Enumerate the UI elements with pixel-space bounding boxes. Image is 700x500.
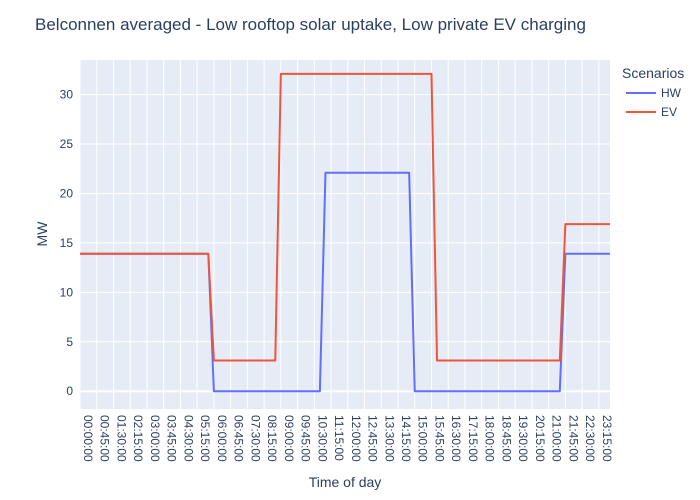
x-tick-label: 02:15:00 xyxy=(131,415,145,462)
x-tick-label: 11:15:00 xyxy=(332,415,346,461)
x-tick-label: 19:30:00 xyxy=(516,415,530,462)
grid xyxy=(79,60,610,409)
x-tick-label: 18:45:00 xyxy=(499,415,513,462)
x-tick-label: 10:30:00 xyxy=(315,415,329,462)
x-tick-label: 21:45:00 xyxy=(566,415,580,462)
x-tick-label: 12:45:00 xyxy=(366,415,380,462)
x-axis-title: Time of day xyxy=(309,474,382,490)
x-tick-label: 23:15:00 xyxy=(600,415,614,462)
x-tick-label: 17:15:00 xyxy=(466,415,480,462)
series-lines xyxy=(80,72,610,393)
legend-label-hw: HW xyxy=(661,86,682,100)
x-tick-label: 09:00:00 xyxy=(282,415,296,462)
x-tick-label: 09:45:00 xyxy=(299,415,313,462)
x-tick-label: 01:30:00 xyxy=(114,415,128,462)
x-tick-label: 03:00:00 xyxy=(148,415,162,462)
y-tick-label: 20 xyxy=(60,186,74,200)
x-tick-label: 00:45:00 xyxy=(98,415,112,462)
y-tick-label: 25 xyxy=(60,137,74,151)
y-axis-title: MW xyxy=(34,221,50,247)
x-tick-label: 14:15:00 xyxy=(399,415,413,462)
legend-label-ev: EV xyxy=(661,105,677,119)
y-tick-label: 5 xyxy=(66,335,73,349)
x-tick-label: 15:00:00 xyxy=(416,415,430,462)
x-tick-label: 20:15:00 xyxy=(533,415,547,462)
x-tick-label: 06:45:00 xyxy=(232,415,246,462)
x-tick-label: 07:30:00 xyxy=(248,415,262,462)
y-tick-label: 0 xyxy=(66,384,73,398)
y-tick-label: 10 xyxy=(60,285,74,299)
x-tick-label: 05:15:00 xyxy=(198,415,212,462)
legend: Scenarios HW EV xyxy=(622,65,684,119)
y-tick-label: 30 xyxy=(60,88,74,102)
x-tick-label: 04:30:00 xyxy=(181,415,195,462)
x-tick-label: 21:00:00 xyxy=(550,415,564,462)
x-tick-label: 18:00:00 xyxy=(483,415,497,462)
y-axis-ticks: 0 5 10 15 20 25 30 xyxy=(60,88,74,399)
x-tick-label: 03:45:00 xyxy=(165,415,179,462)
x-tick-label: 16:30:00 xyxy=(449,415,463,462)
x-tick-label: 12:00:00 xyxy=(349,415,363,462)
x-tick-label: 08:15:00 xyxy=(265,415,279,462)
x-tick-label: 22:30:00 xyxy=(583,415,597,462)
chart-title: Belconnen averaged - Low rooftop solar u… xyxy=(35,15,586,34)
x-tick-label: 15:45:00 xyxy=(432,415,446,462)
plot-area xyxy=(80,60,610,409)
x-tick-label: 06:00:00 xyxy=(215,415,229,462)
x-tick-label: 13:30:00 xyxy=(382,415,396,462)
series-line-ev xyxy=(80,72,610,362)
y-tick-label: 15 xyxy=(60,236,74,250)
x-tick-label: 00:00:00 xyxy=(81,415,95,462)
x-axis-ticks: 00:00:00 00:45:00 01:30:00 02:15:00 03:00:00… xyxy=(81,415,614,462)
legend-title: Scenarios xyxy=(622,65,684,81)
